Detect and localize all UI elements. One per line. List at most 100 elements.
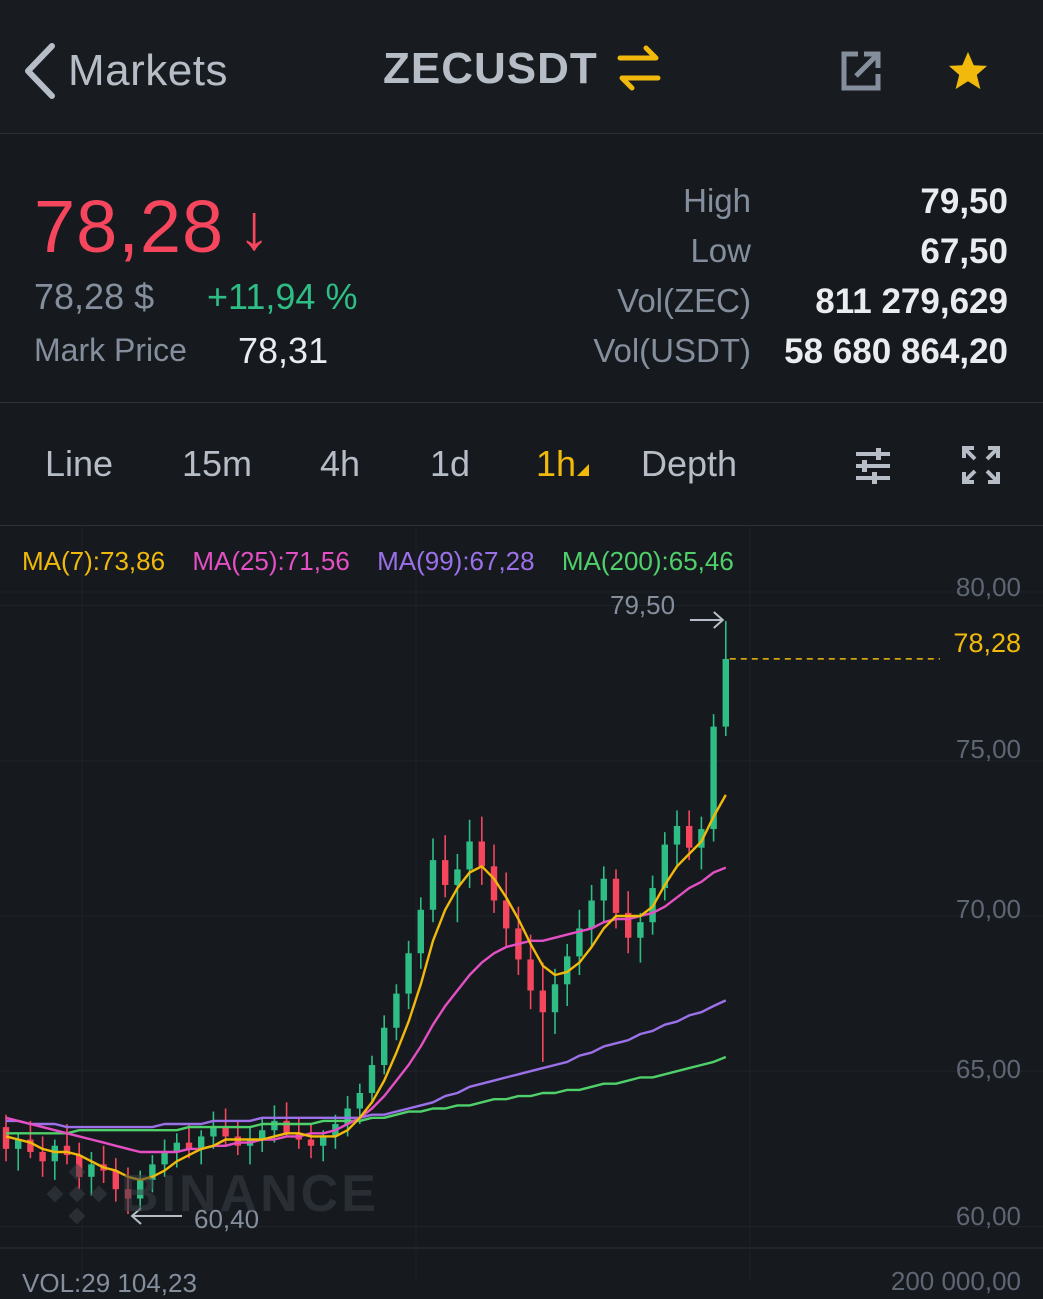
ma200-line (6, 1055, 727, 1135)
tab-4h[interactable]: 4h (320, 443, 361, 484)
candle-body (185, 1142, 193, 1149)
candle-body (503, 900, 510, 929)
candle-body (88, 1164, 95, 1177)
tab-1h-label: 1h (536, 443, 577, 484)
candle-body (625, 912, 632, 938)
candle-body (442, 860, 449, 885)
price-summary: 78,28 ↓ 78,28 $ +11,94 % Mark Price 78,3… (0, 134, 1043, 403)
ma99-line (6, 999, 727, 1129)
fullscreen-icon[interactable] (962, 446, 1000, 484)
candle-body (222, 1127, 229, 1137)
candle-body (417, 909, 424, 954)
back-button[interactable]: Markets (22, 42, 228, 100)
back-label: Markets (68, 46, 228, 95)
candle-body (259, 1130, 266, 1140)
pair-name: ZECUSDT (383, 44, 598, 93)
stat-vol-zec-label: Vol(ZEC) (617, 282, 751, 319)
ma25-legend: MA(25):71,56 (192, 546, 350, 576)
candle-body (673, 825, 681, 845)
y-tick-70: 70,00 (955, 894, 1021, 924)
indicator-settings-icon[interactable] (854, 446, 892, 486)
top-bar: Markets ZECUSDT (0, 0, 1043, 134)
candle-body (393, 993, 400, 1028)
stat-vol-usdt-label: Vol(USDT) (593, 332, 751, 369)
stat-vol-usdt-value: 58 680 864,20 (784, 332, 1008, 371)
candle-body (39, 1151, 46, 1162)
pair-selector[interactable]: ZECUSDT (383, 44, 662, 94)
candle-body (63, 1145, 71, 1156)
usd-price: 78,28 $ (34, 276, 155, 317)
low-arrow-head (130, 1207, 142, 1225)
candle-body (161, 1151, 168, 1165)
favorite-star-icon[interactable] (945, 50, 991, 92)
candle-body (271, 1120, 278, 1131)
candle-body (637, 922, 644, 938)
stat-low-value: 67,50 (920, 232, 1008, 271)
tab-1d[interactable]: 1d (430, 443, 471, 484)
ma200-legend: MA(200):65,46 (561, 546, 734, 576)
candle-body (149, 1164, 156, 1180)
down-arrow-icon: ↓ (238, 190, 272, 263)
candle-body (2, 1127, 10, 1149)
candlestick-chart[interactable]: MA(7):73,86 MA(25):71,56 MA(99):67,28 MA… (0, 526, 1043, 1298)
tab-line[interactable]: Line (45, 443, 114, 484)
candle-body (27, 1139, 34, 1152)
ma99-legend: MA(99):67,28 (377, 546, 535, 576)
candle-body (710, 726, 717, 830)
last-price-marker: 78,28 (953, 628, 1021, 658)
y-tick-60: 60,00 (955, 1201, 1021, 1231)
candle-body (698, 829, 705, 848)
chevron-left-icon (25, 43, 55, 99)
candle-body (466, 841, 473, 870)
ma7-legend: MA(7):73,86 (22, 546, 166, 576)
share-icon[interactable] (840, 50, 884, 92)
candle-body (15, 1139, 22, 1149)
binance-watermark: BINANCE (45, 1162, 379, 1226)
last-price-value: 78,28 (34, 185, 225, 268)
candle-body (600, 878, 607, 901)
low-marker-label: 60,40 (194, 1204, 260, 1234)
stat-high-value: 79,50 (920, 182, 1008, 221)
candle-body (381, 1027, 388, 1066)
chart-grid (0, 526, 1043, 1280)
ma25-line (5, 866, 727, 1154)
candle-body (198, 1136, 205, 1149)
candle-body (137, 1179, 144, 1199)
watermark-text: BINANCE (121, 1165, 379, 1223)
candle-body (527, 959, 534, 991)
candle-body (722, 658, 729, 727)
candle-body (51, 1145, 58, 1162)
tab-15m[interactable]: 15m (182, 443, 253, 484)
candle-body (405, 953, 412, 994)
tab-depth[interactable]: Depth (641, 443, 738, 484)
mark-price-label: Mark Price (34, 332, 187, 368)
chart-overlays (130, 611, 940, 1225)
candle-body (454, 869, 461, 885)
candle-body (283, 1120, 290, 1134)
ma7-line (5, 794, 727, 1182)
y-tick-80: 80,00 (955, 572, 1021, 602)
candle-body (344, 1108, 351, 1125)
candle-body (112, 1170, 119, 1190)
y-tick-75: 75,00 (955, 734, 1021, 764)
candle-body (564, 956, 571, 985)
candle-body (551, 984, 559, 1013)
chart-canvas[interactable] (0, 526, 1043, 1280)
dropdown-corner-icon (577, 464, 590, 476)
candle-body (490, 866, 498, 901)
candle-body (661, 844, 668, 889)
candle-body (429, 860, 437, 910)
stat-low-label: Low (690, 232, 751, 269)
high-arrow-head (713, 611, 725, 629)
tab-1h[interactable]: 1h (536, 443, 590, 485)
candle-body (210, 1127, 217, 1137)
volume-axis-label: 200 000,00 (890, 1266, 1021, 1296)
mark-price-value: 78,31 (238, 330, 329, 371)
change-percent: +11,94 % (207, 276, 358, 317)
high-marker-label: 79,50 (610, 590, 676, 620)
stat-vol-zec-value: 811 279,629 (815, 282, 1008, 321)
candle-body (234, 1136, 241, 1146)
binance-logo-icon (46, 1163, 108, 1225)
last-price: 78,28 ↓ (34, 184, 271, 269)
candle-body (173, 1142, 180, 1152)
